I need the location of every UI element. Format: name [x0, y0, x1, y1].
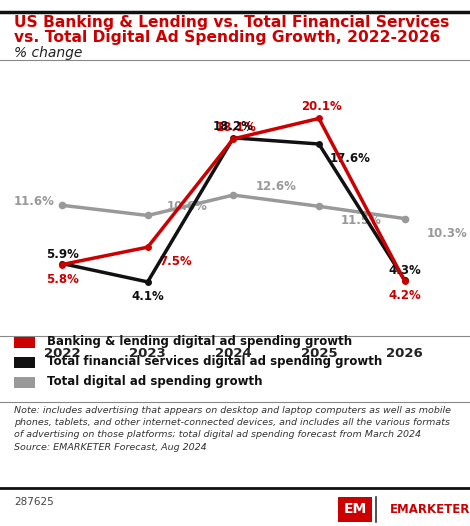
Text: 4.1%: 4.1% — [131, 290, 164, 303]
Text: 10.6%: 10.6% — [167, 200, 208, 213]
Text: 11.5%: 11.5% — [341, 215, 382, 227]
Text: Banking & lending digital ad spending growth: Banking & lending digital ad spending gr… — [47, 336, 352, 348]
Text: Total financial services digital ad spending growth: Total financial services digital ad spen… — [47, 356, 382, 368]
Text: US Banking & Lending vs. Total Financial Services: US Banking & Lending vs. Total Financial… — [14, 15, 449, 30]
Text: 4.3%: 4.3% — [388, 264, 421, 277]
Text: Note: includes advertising that appears on desktop and laptop computers as well : Note: includes advertising that appears … — [14, 406, 451, 451]
Text: 17.6%: 17.6% — [330, 152, 371, 165]
Text: EM: EM — [344, 502, 367, 516]
Text: vs. Total Digital Ad Spending Growth, 2022-2026: vs. Total Digital Ad Spending Growth, 20… — [14, 30, 440, 45]
Text: 4.2%: 4.2% — [388, 289, 421, 302]
Text: 18.2%: 18.2% — [213, 119, 254, 133]
Text: 12.6%: 12.6% — [256, 179, 297, 193]
Text: 7.5%: 7.5% — [159, 255, 191, 268]
Text: 5.9%: 5.9% — [46, 248, 78, 261]
Text: 10.3%: 10.3% — [427, 227, 468, 240]
Text: 5.8%: 5.8% — [46, 272, 78, 286]
Text: 11.6%: 11.6% — [14, 195, 55, 208]
Text: 18.1%: 18.1% — [216, 120, 257, 134]
Text: Total digital ad spending growth: Total digital ad spending growth — [47, 376, 263, 388]
Text: EMARKETER: EMARKETER — [390, 503, 470, 515]
Text: 20.1%: 20.1% — [301, 100, 342, 113]
Text: % change: % change — [14, 46, 82, 60]
Text: 287625: 287625 — [14, 497, 54, 507]
